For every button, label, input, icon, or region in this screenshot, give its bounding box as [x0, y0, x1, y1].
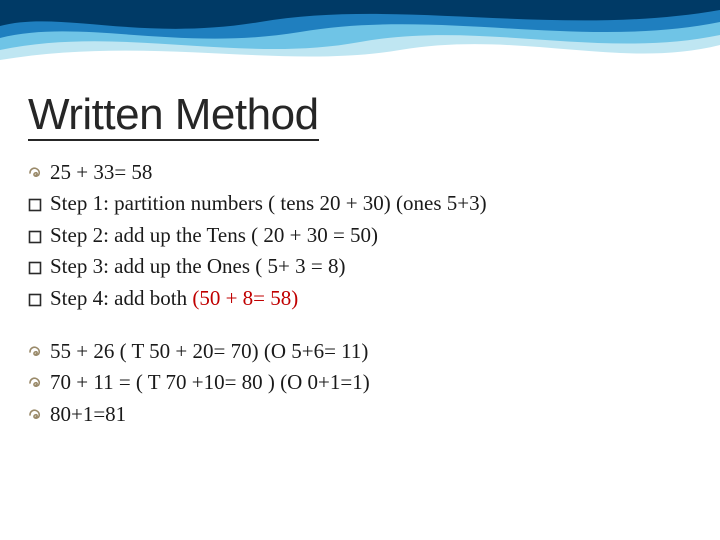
body-lines: 25 + 33= 58 Step 1: partition numbers ( t… — [28, 158, 692, 429]
swirl-bullet-icon — [28, 165, 50, 184]
box-bullet-icon — [28, 229, 50, 247]
body-line: 80+1=81 — [28, 400, 692, 429]
text-segment: Step 2: add up the Tens ( 20 + 30 = 50) — [50, 223, 378, 247]
body-line-text: 55 + 26 ( T 50 + 20= 70) (O 5+6= 11) — [50, 337, 368, 366]
text-segment: Step 4: add both — [50, 286, 192, 310]
body-line: 55 + 26 ( T 50 + 20= 70) (O 5+6= 11) — [28, 337, 692, 366]
body-line: Step 4: add both (50 + 8= 58) — [28, 284, 692, 313]
box-bullet-icon — [28, 260, 50, 278]
body-line: 70 + 11 = ( T 70 +10= 80 ) (O 0+1=1) — [28, 368, 692, 397]
body-line-text: Step 4: add both (50 + 8= 58) — [50, 284, 298, 313]
page-title: Written Method — [28, 90, 692, 140]
text-segment: 55 + 26 ( T 50 + 20= 70) (O 5+6= 11) — [50, 339, 368, 363]
red-text-segment: (50 + 8= 58) — [192, 286, 298, 310]
swirl-bullet-icon — [28, 344, 50, 363]
body-line-text: Step 3: add up the Ones ( 5+ 3 = 8) — [50, 252, 345, 281]
swirl-bullet-icon — [28, 375, 50, 394]
text-segment: 25 + 33= 58 — [50, 160, 152, 184]
body-line-text: 70 + 11 = ( T 70 +10= 80 ) (O 0+1=1) — [50, 368, 370, 397]
swirl-bullet-icon — [28, 407, 50, 426]
body-line: 25 + 33= 58 — [28, 158, 692, 187]
slide-content: Written Method 25 + 33= 58 Step 1: partit… — [0, 0, 720, 429]
text-segment: Step 3: add up the Ones ( 5+ 3 = 8) — [50, 254, 345, 278]
box-bullet-icon — [28, 292, 50, 310]
text-segment: Step 1: partition numbers ( tens 20 + 30… — [50, 191, 487, 215]
text-segment: 80+1=81 — [50, 402, 126, 426]
body-line-text: Step 2: add up the Tens ( 20 + 30 = 50) — [50, 221, 378, 250]
page-title-text: Written Method — [28, 90, 319, 141]
body-line-text: 25 + 33= 58 — [50, 158, 152, 187]
body-line-text: 80+1=81 — [50, 400, 126, 429]
body-line-text: Step 1: partition numbers ( tens 20 + 30… — [50, 189, 487, 218]
body-line: Step 1: partition numbers ( tens 20 + 30… — [28, 189, 692, 218]
box-bullet-icon — [28, 197, 50, 215]
body-line: Step 2: add up the Tens ( 20 + 30 = 50) — [28, 221, 692, 250]
text-segment: 70 + 11 = ( T 70 +10= 80 ) (O 0+1=1) — [50, 370, 370, 394]
body-line: Step 3: add up the Ones ( 5+ 3 = 8) — [28, 252, 692, 281]
